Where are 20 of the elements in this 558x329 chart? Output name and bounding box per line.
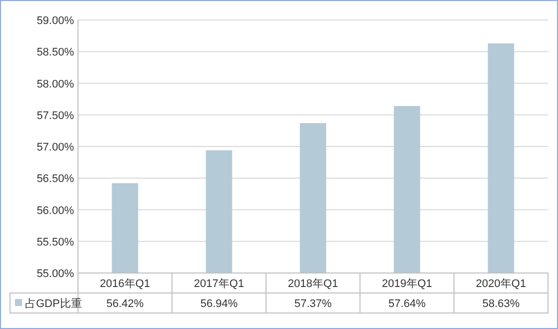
y-tick-label: 58.00% [36, 78, 74, 90]
x-tick-label: 2017年Q1 [194, 278, 244, 290]
data-label: 58.63% [482, 298, 520, 310]
x-tick-label: 2020年Q1 [476, 278, 526, 290]
y-tick-label: 56.50% [36, 173, 74, 186]
data-label: 56.94% [200, 298, 238, 310]
y-tick-label: 55.50% [36, 236, 74, 248]
y-tick-label: 57.00% [36, 142, 74, 154]
y-tick-label: 56.00% [36, 204, 74, 217]
y-tick-label: 55.00% [36, 268, 74, 280]
y-tick-label: 59.00% [36, 15, 74, 27]
data-label: 56.42% [106, 298, 144, 310]
x-tick-label: 2016年Q1 [100, 278, 150, 290]
y-tick-label: 57.50% [36, 110, 74, 122]
legend-label: 占GDP比重 [25, 297, 82, 310]
data-label: 57.37% [294, 298, 332, 310]
data-label: 57.64% [388, 298, 426, 310]
x-tick-label: 2019年Q1 [382, 278, 432, 290]
x-tick-label: 2018年Q1 [288, 278, 338, 290]
y-tick-label: 58.50% [36, 46, 74, 59]
